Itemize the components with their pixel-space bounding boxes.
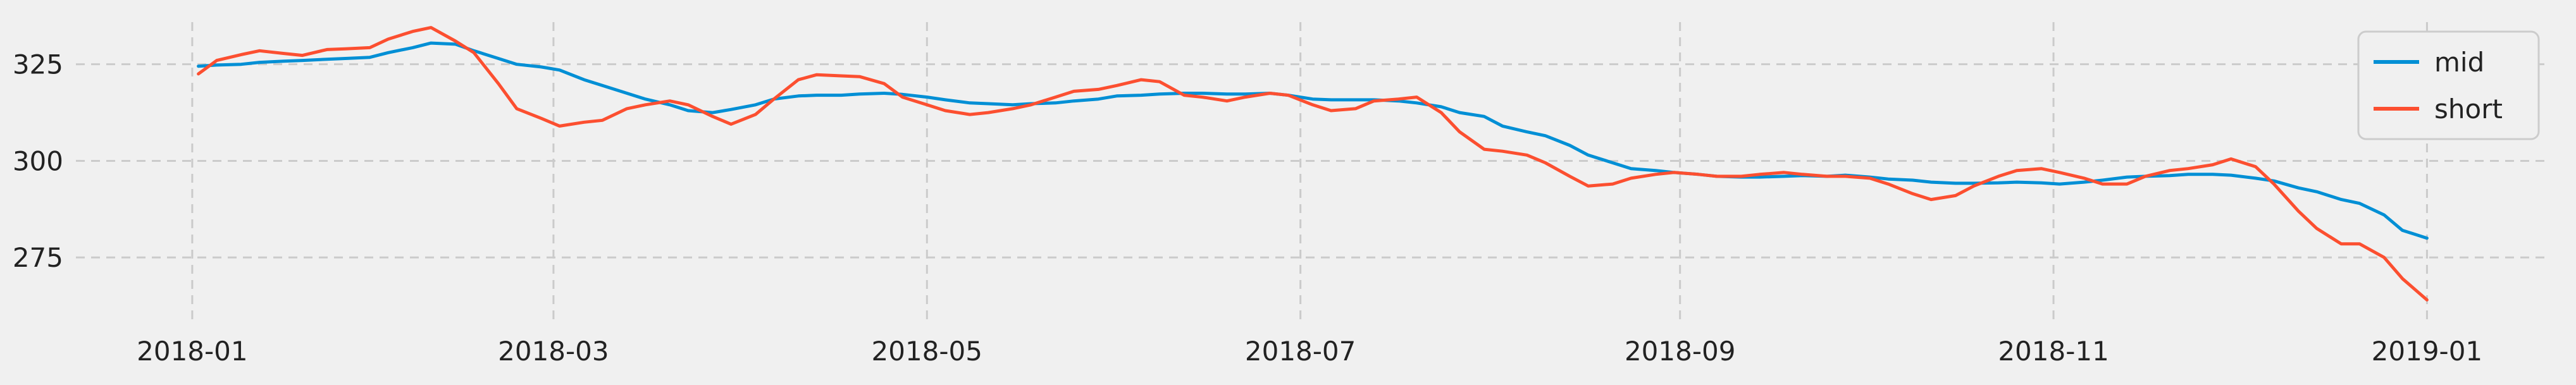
x-tick-label: 2018-09 <box>1625 336 1736 367</box>
x-tick-label: 2018-03 <box>498 336 609 367</box>
legend-label-mid: mid <box>2434 47 2484 78</box>
legend-frame <box>2357 30 2540 140</box>
x-tick-label: 2018-11 <box>1998 336 2109 367</box>
series-lines <box>197 26 2429 302</box>
series-line-short <box>197 26 2429 302</box>
x-tick-label: 2018-05 <box>872 336 983 367</box>
x-tick-label: 2018-07 <box>1245 336 1356 367</box>
x-tick-label: 2019-01 <box>2372 336 2483 367</box>
x-tick-label: 2018-01 <box>137 336 248 367</box>
y-tick-label: 300 <box>13 145 63 176</box>
y-tick-label: 325 <box>13 49 63 80</box>
x-axis: 2018-01 2018-03 2018-05 2018-07 2018-09 2018-… <box>137 336 2482 367</box>
y-tick-label: 275 <box>13 242 63 273</box>
legend-label-short: short <box>2434 94 2503 125</box>
legend: mid short <box>2357 30 2540 140</box>
grid <box>76 22 2549 319</box>
y-axis: 275 300 325 <box>13 49 63 274</box>
series-line-mid <box>197 41 2429 240</box>
